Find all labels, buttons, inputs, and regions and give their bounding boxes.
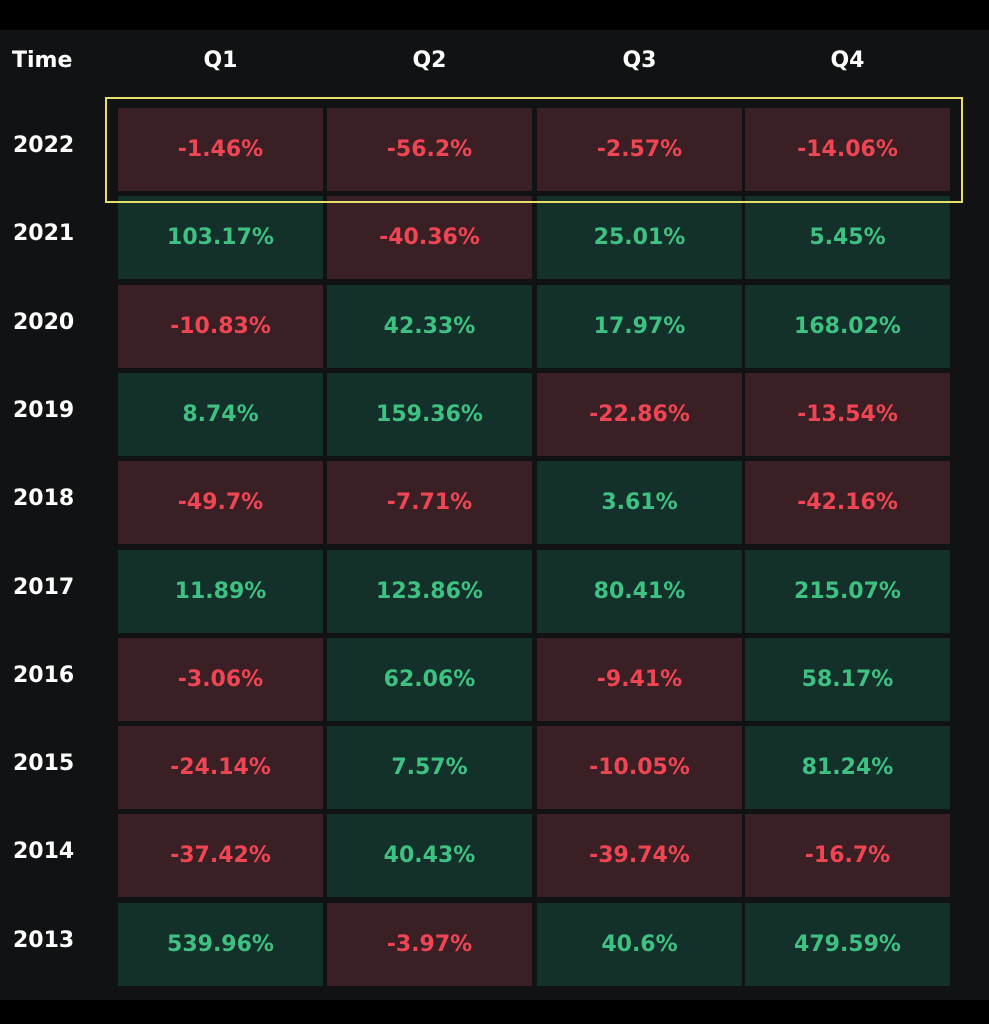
return-cell: 103.17% [118,196,323,280]
return-cell: 40.6% [537,902,742,986]
return-cell: 7.57% [327,726,532,810]
return-cell: 168.02% [745,284,950,368]
return-cell: 123.86% [327,549,532,633]
header-label: Q1 [203,47,238,73]
header-label: Time [12,47,73,73]
year-label: 2022 [13,133,75,158]
return-cell: 17.97% [537,284,742,368]
return-cell: -56.2% [327,108,532,191]
return-cell: 25.01% [537,196,742,280]
return-cell: -39.74% [537,814,742,898]
return-cell: 215.07% [745,549,950,633]
year-label: 2018 [13,486,75,512]
return-cell: -2.57% [537,108,742,191]
return-cell: 62.06% [327,637,532,721]
return-cell: -13.54% [745,372,950,456]
header-label: Q3 [622,47,657,73]
return-cell: 40.43% [327,814,532,898]
return-cell: 539.96% [118,902,323,986]
year-label: 2014 [13,839,75,865]
year-label: 2015 [13,751,75,777]
return-cell: -22.86% [537,372,742,456]
header-label: Q4 [830,47,865,73]
return-cell: -10.83% [118,284,323,368]
return-cell: -16.7% [745,814,950,898]
return-cell: -14.06% [745,108,950,191]
year-label: 2013 [13,927,75,953]
row-highlight [105,97,963,203]
return-cell: -3.97% [327,902,532,986]
return-cell: -24.14% [118,726,323,810]
return-cell: -49.7% [118,461,323,545]
return-cell: 80.41% [537,549,742,633]
return-cell: -37.42% [118,814,323,898]
return-cell: -42.16% [745,461,950,545]
return-cell: -1.46% [118,108,323,191]
header-label: Q2 [412,47,447,73]
return-cell: -7.71% [327,461,532,545]
return-cell: 11.89% [118,549,323,633]
return-cell: 3.61% [537,461,742,545]
return-cell: -3.06% [118,637,323,721]
year-label: 2020 [13,309,75,335]
return-cell: 5.45% [745,196,950,280]
year-label: 2016 [13,662,75,688]
year-label: 2017 [13,574,75,600]
year-label: 2019 [13,397,75,423]
return-cell: 159.36% [327,372,532,456]
return-cell: 8.74% [118,372,323,456]
year-label: 2021 [13,221,75,247]
return-cell: 42.33% [327,284,532,368]
return-cell: -9.41% [537,637,742,721]
return-cell: 81.24% [745,726,950,810]
return-cell: -40.36% [327,196,532,280]
return-cell: 58.17% [745,637,950,721]
return-cell: -10.05% [537,726,742,810]
return-cell: 479.59% [745,902,950,986]
